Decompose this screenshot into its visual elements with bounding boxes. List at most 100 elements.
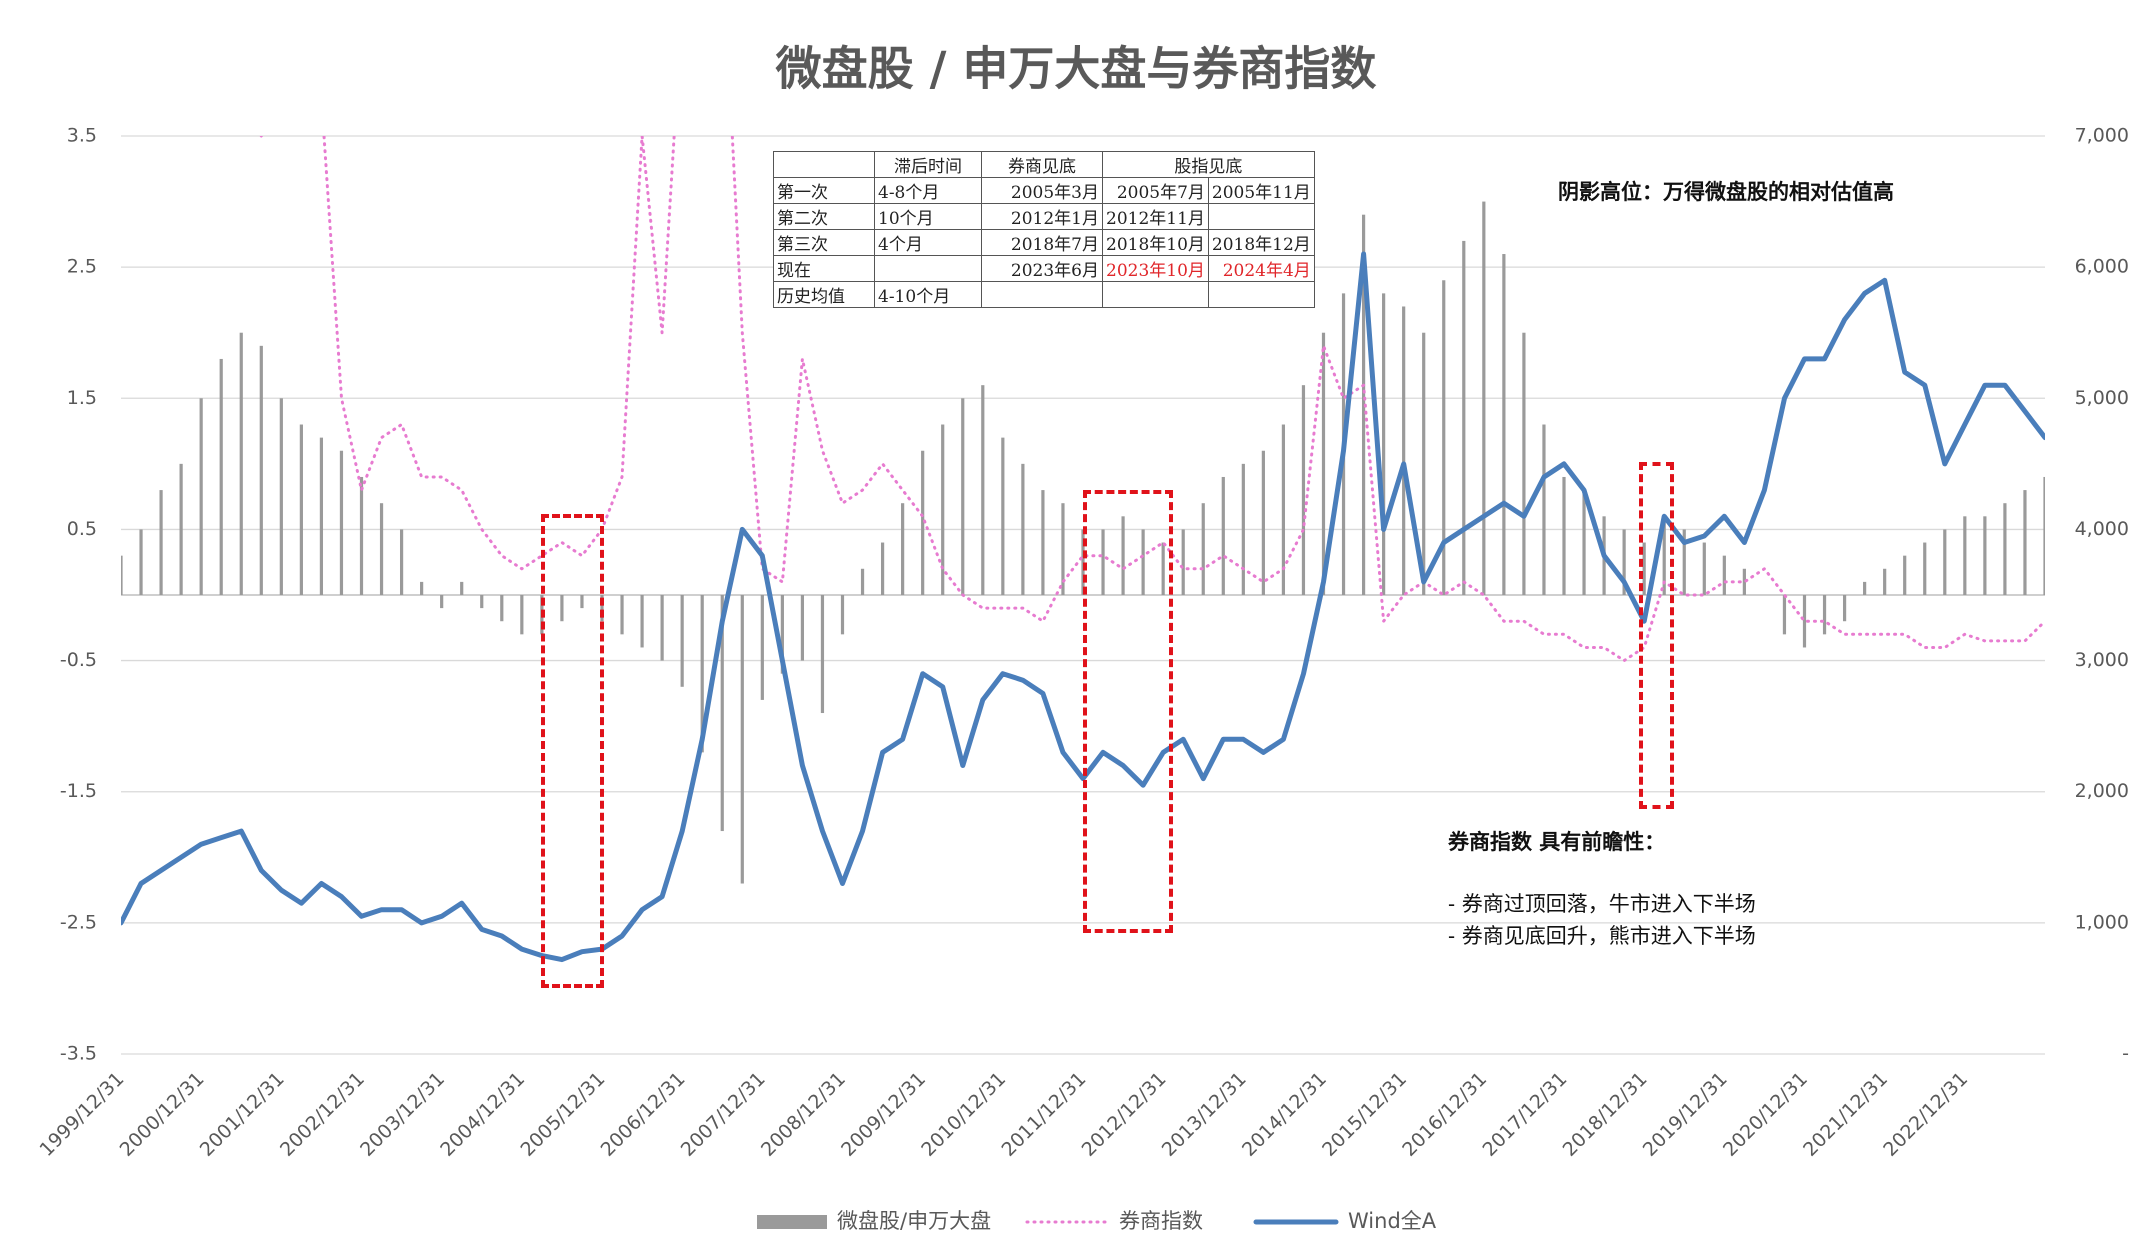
bar bbox=[1382, 293, 1386, 595]
table-cell: 2005年3月 bbox=[981, 177, 1103, 204]
table-row: 滞后时间 券商见底 股指见底 bbox=[773, 151, 1315, 178]
x-tick-label: 1999/12/31 bbox=[35, 1068, 128, 1161]
x-tick-label: 2017/12/31 bbox=[1478, 1068, 1571, 1161]
bar bbox=[1742, 568, 1746, 595]
bar bbox=[1782, 595, 1787, 635]
bar bbox=[1021, 463, 1025, 595]
x-tick-label: 2015/12/31 bbox=[1318, 1068, 1411, 1161]
bar bbox=[1121, 516, 1125, 595]
annotation: - 券商过顶回落，牛市进入下半场 bbox=[1448, 892, 1756, 916]
bar bbox=[1642, 542, 1646, 595]
x-tick-label: 2014/12/31 bbox=[1238, 1068, 1331, 1161]
bar bbox=[1462, 240, 1466, 595]
x-tick-label: 2009/12/31 bbox=[837, 1068, 930, 1161]
table-cell: 第三次 bbox=[773, 229, 875, 256]
table-cell bbox=[1102, 281, 1209, 308]
bar bbox=[1361, 214, 1366, 595]
bar bbox=[660, 595, 664, 661]
x-tick-label: 2003/12/31 bbox=[356, 1068, 449, 1161]
bar bbox=[720, 595, 724, 832]
y-tick-label: -2.5 bbox=[60, 911, 97, 933]
bar bbox=[560, 595, 564, 622]
bar bbox=[700, 595, 704, 753]
bar bbox=[1702, 542, 1706, 595]
annotation: 阴影高位：万得微盘股的相对估值高 bbox=[1558, 179, 1894, 204]
y-tick-label: -0.5 bbox=[60, 649, 97, 671]
x-tick-label: 2002/12/31 bbox=[276, 1068, 369, 1161]
x-tick-label: 2000/12/31 bbox=[116, 1068, 209, 1161]
bar bbox=[500, 595, 504, 622]
y-tick-label: -1.5 bbox=[60, 780, 97, 802]
legend-label: 微盘股/申万大盘 bbox=[837, 1209, 991, 1233]
bar bbox=[139, 529, 143, 595]
x-tick-label: 2018/12/31 bbox=[1559, 1068, 1652, 1161]
bar bbox=[760, 595, 764, 700]
bar bbox=[239, 332, 243, 595]
y-tick-label: 0.5 bbox=[67, 518, 97, 540]
bar bbox=[780, 595, 784, 674]
bar bbox=[1001, 437, 1005, 595]
bar bbox=[1903, 555, 1907, 595]
bar bbox=[379, 503, 384, 595]
y2-tick-label: 5,000 bbox=[2075, 387, 2129, 409]
annotation: 券商指数 具有前瞻性： bbox=[1448, 829, 1666, 854]
legend-swatch bbox=[757, 1215, 827, 1229]
x-tick-label: 2001/12/31 bbox=[196, 1068, 289, 1161]
bar bbox=[480, 595, 484, 609]
bar bbox=[1261, 450, 1265, 595]
y2-tick-label: 6,000 bbox=[2075, 256, 2129, 278]
y-tick-label: 3.5 bbox=[67, 125, 97, 147]
y-tick-label: 1.5 bbox=[67, 387, 97, 409]
bar bbox=[1442, 280, 1446, 595]
y2-tick-label: 3,000 bbox=[2075, 649, 2129, 671]
table-cell: 历史均值 bbox=[773, 281, 875, 308]
bar bbox=[860, 568, 865, 595]
bar bbox=[1201, 503, 1205, 595]
x-tick-label: 2010/12/31 bbox=[917, 1068, 1010, 1161]
table-cell bbox=[1207, 203, 1315, 230]
bar bbox=[1722, 555, 1726, 595]
bar bbox=[259, 345, 263, 595]
table-cell bbox=[773, 151, 875, 178]
bar bbox=[1181, 529, 1185, 595]
bar bbox=[740, 595, 744, 884]
bar bbox=[1402, 306, 1406, 595]
lag-table: 滞后时间 券商见底 股指见底 第一次 4-8个月 2005年3月 2005年7月 2005年1… bbox=[773, 151, 1315, 308]
bar bbox=[520, 595, 524, 635]
legend-label: Wind全A bbox=[1348, 1209, 1437, 1233]
x-tick-label: 2021/12/31 bbox=[1799, 1068, 1892, 1161]
table-cell: 现在 bbox=[773, 255, 875, 282]
bar bbox=[1802, 595, 1807, 648]
table-cell: 2018年7月 bbox=[981, 229, 1103, 256]
table-cell bbox=[874, 255, 982, 282]
y-tick-label: -3.5 bbox=[60, 1043, 97, 1065]
table-cell: 股指见底 bbox=[1102, 151, 1315, 178]
x-tick-label: 2007/12/31 bbox=[677, 1068, 770, 1161]
bar bbox=[1983, 516, 1987, 595]
bar bbox=[1321, 332, 1326, 595]
chart-title: 微盘股 / 申万大盘与券商指数 bbox=[775, 42, 1377, 96]
bar bbox=[159, 490, 163, 595]
annotation: - 券商见底回升，熊市进入下半场 bbox=[1448, 924, 1756, 948]
bar bbox=[1822, 595, 1827, 635]
bar bbox=[1502, 254, 1506, 595]
bar bbox=[1622, 529, 1626, 595]
table-cell: 2023年6月 bbox=[981, 255, 1103, 282]
highlight-box bbox=[1083, 490, 1173, 933]
bar bbox=[2043, 476, 2045, 595]
legend-label: 券商指数 bbox=[1119, 1209, 1203, 1233]
bar bbox=[359, 476, 364, 595]
table-cell: 第一次 bbox=[773, 177, 875, 204]
x-tick-label: 2019/12/31 bbox=[1639, 1068, 1732, 1161]
bar bbox=[800, 595, 805, 661]
bar bbox=[1281, 424, 1286, 595]
y2-tick-label: 2,000 bbox=[2075, 780, 2129, 802]
table-cell: 2018年12月 bbox=[1207, 229, 1315, 256]
table-cell: 4-8个月 bbox=[874, 177, 982, 204]
table-cell: 4-10个月 bbox=[874, 281, 982, 308]
bar bbox=[620, 595, 624, 635]
bar bbox=[2003, 503, 2007, 595]
x-tick-label: 2006/12/31 bbox=[597, 1068, 690, 1161]
bar bbox=[1883, 568, 1887, 595]
bar bbox=[199, 398, 203, 595]
